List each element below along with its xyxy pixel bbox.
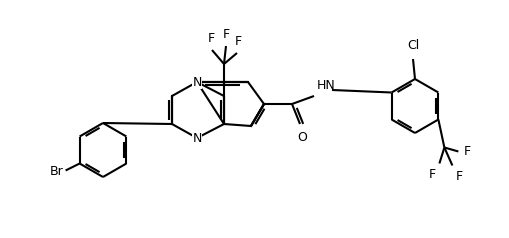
Text: HN: HN: [317, 79, 335, 92]
Text: F: F: [428, 168, 435, 180]
Text: Cl: Cl: [406, 39, 418, 52]
Text: N: N: [192, 132, 201, 144]
Text: F: F: [222, 28, 229, 41]
Text: F: F: [463, 145, 470, 158]
Text: Br: Br: [50, 165, 64, 178]
Text: F: F: [234, 35, 241, 48]
Text: F: F: [455, 170, 462, 183]
Text: O: O: [296, 131, 306, 144]
Text: N: N: [192, 75, 201, 89]
Text: F: F: [207, 32, 214, 45]
